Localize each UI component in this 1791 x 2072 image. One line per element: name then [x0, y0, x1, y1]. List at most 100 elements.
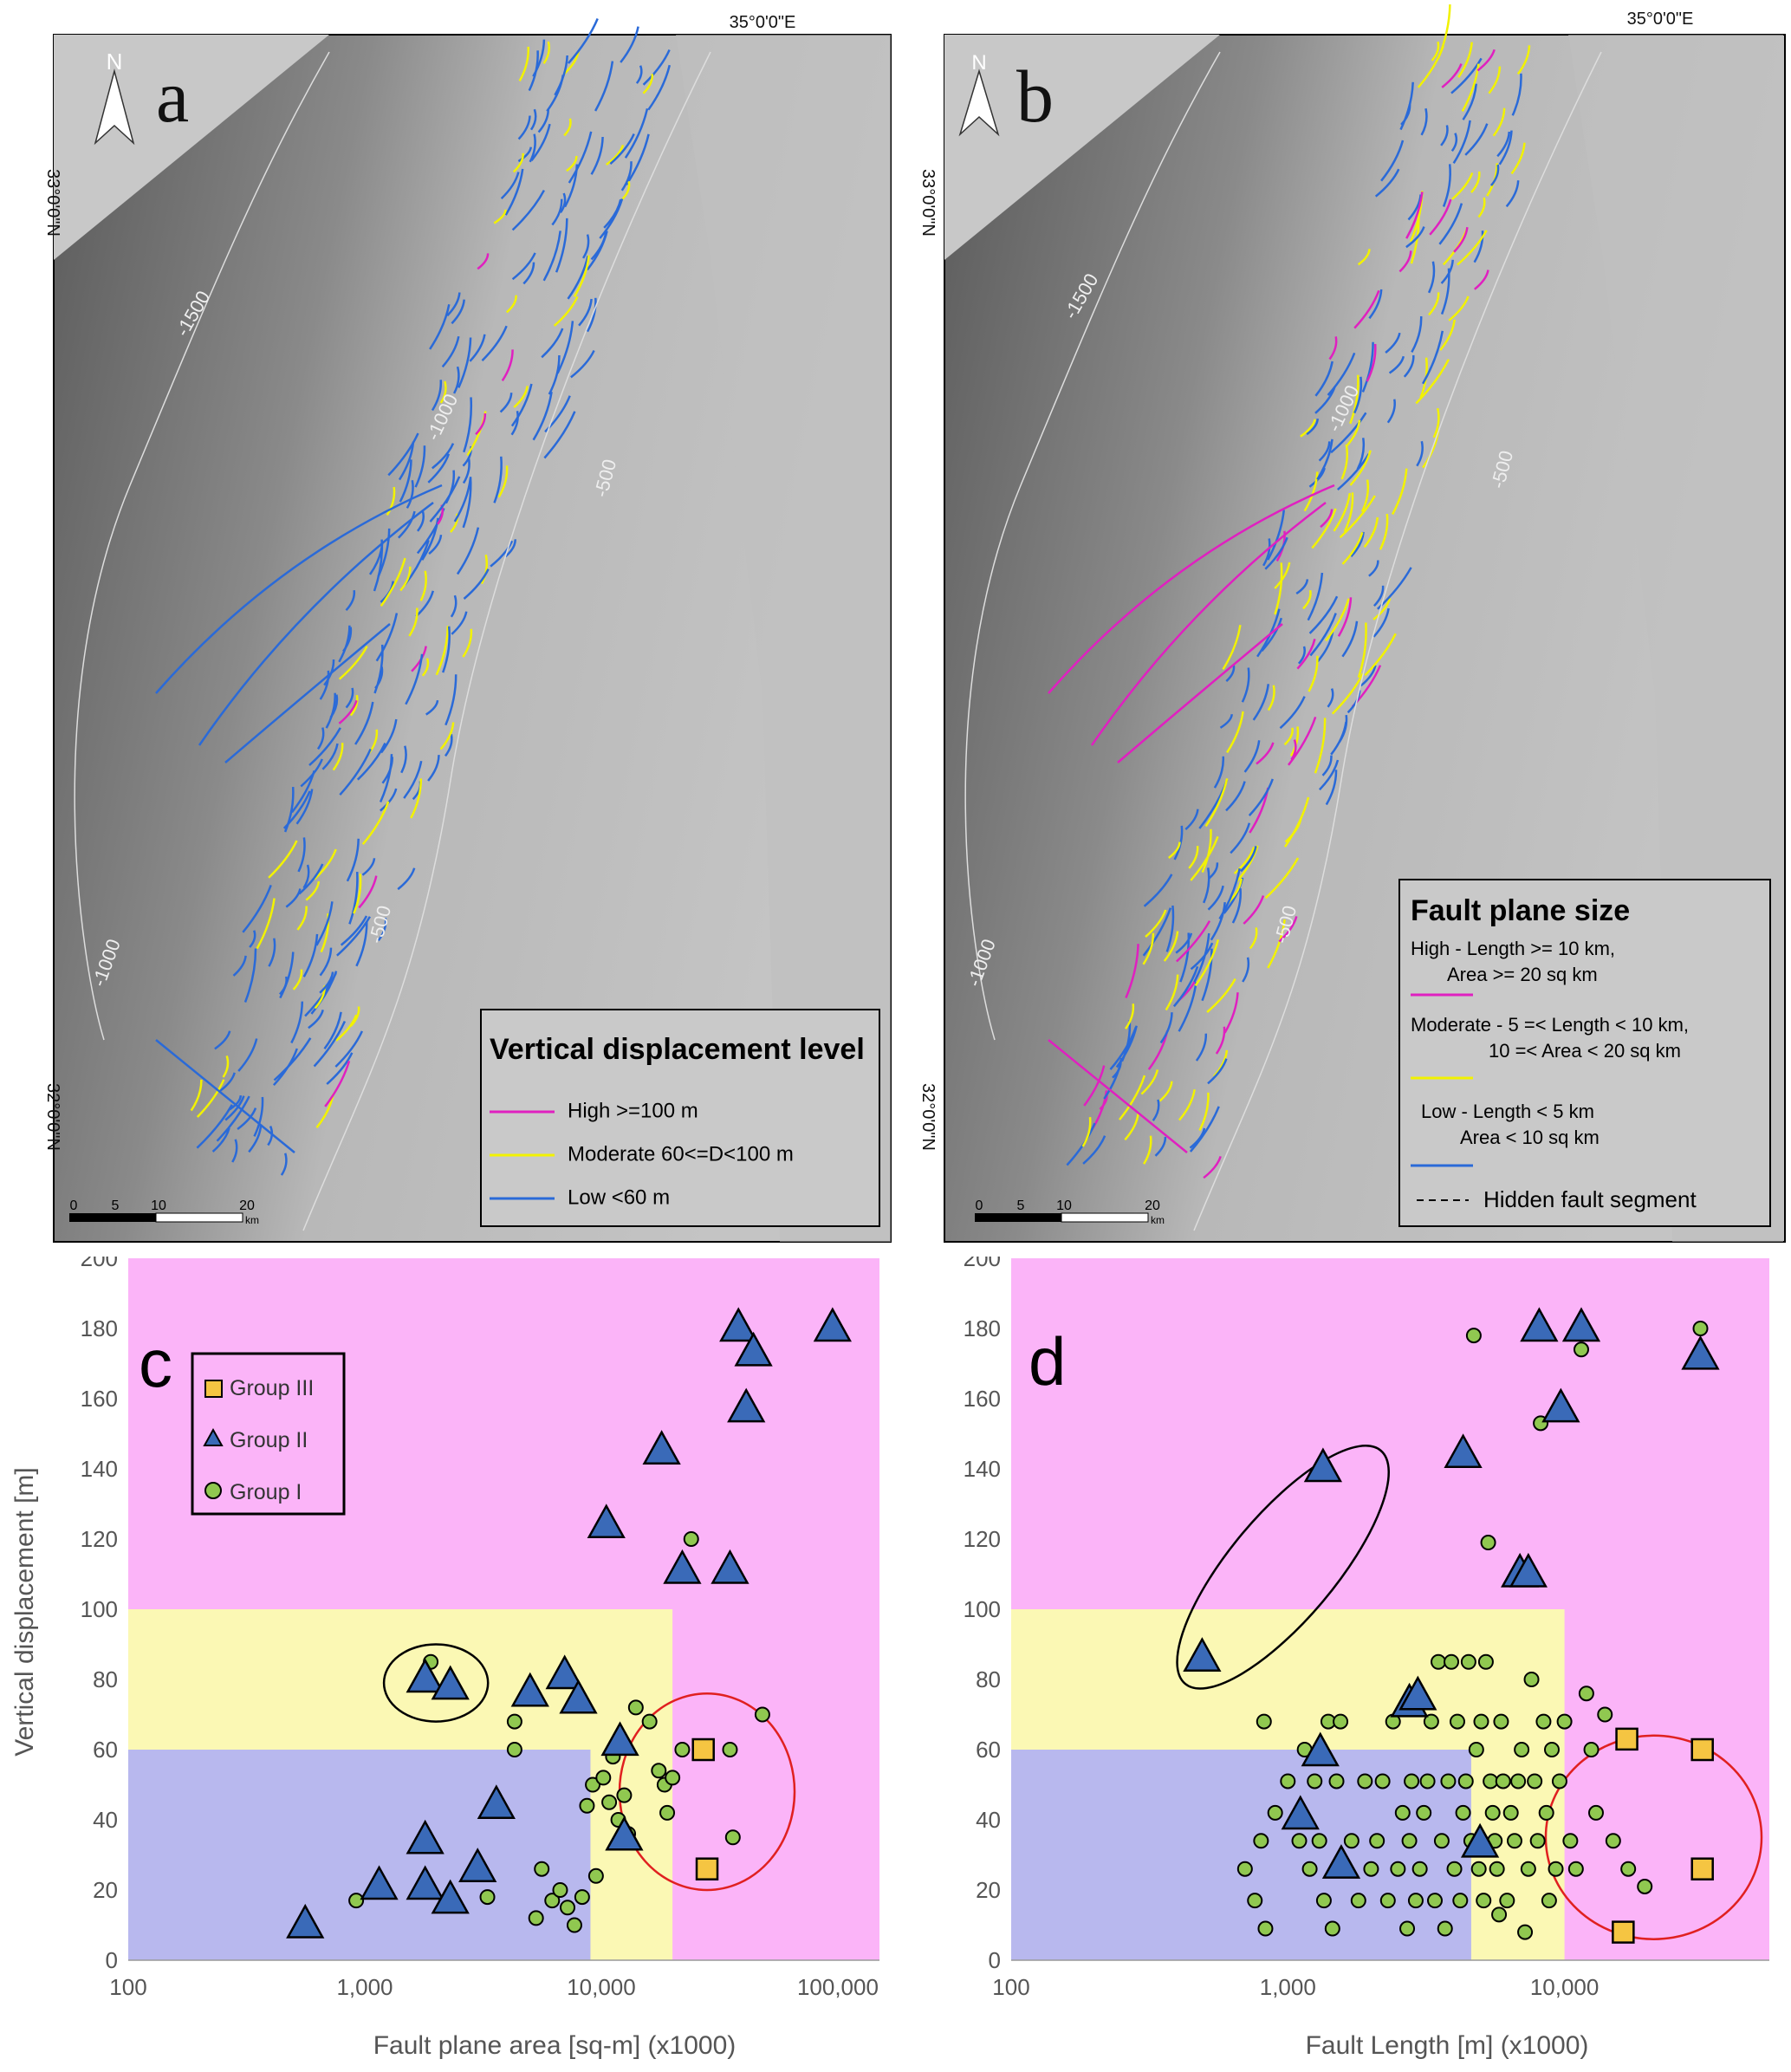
d-point-group-i: [1449, 1713, 1465, 1730]
map-a-panel-letter: a: [156, 55, 189, 138]
fault-line: [578, 298, 593, 327]
d-point-group-i: [1520, 1861, 1536, 1877]
fault-line: [594, 61, 614, 112]
fault-line: [1117, 623, 1283, 763]
c-point-group-i: [560, 1900, 576, 1916]
fault-line: [273, 1037, 312, 1081]
fault-line: [237, 1107, 257, 1131]
fault-line: [1457, 42, 1473, 78]
fault-line: [1241, 667, 1250, 703]
fault-line: [398, 510, 416, 539]
fault-line: [332, 743, 344, 771]
c-point-group-ii: [605, 1815, 644, 1851]
fault-line: [432, 443, 455, 470]
fault-line: [319, 670, 330, 700]
fault-line: [198, 502, 434, 746]
c-point-group-i: [587, 1867, 604, 1884]
fault-line: [1249, 927, 1258, 950]
c-point-group-ii: [431, 1665, 470, 1700]
c-point-group-ii: [642, 1430, 681, 1465]
fault-line: [1083, 1065, 1106, 1107]
fault-line: [305, 880, 321, 901]
fault-line: [1223, 992, 1239, 1034]
fault-line: [1337, 597, 1353, 637]
fault-line: [268, 840, 298, 879]
fault-line: [1300, 419, 1316, 438]
fault-line: [1175, 932, 1193, 954]
d-point-group-i: [1538, 1804, 1554, 1821]
d-point-group-ii: [1281, 1795, 1320, 1830]
fault-line: [480, 554, 489, 585]
fault-line: [1119, 1075, 1146, 1120]
c-point-group-ii: [458, 1848, 497, 1882]
fault-line: [1464, 123, 1489, 156]
fault-line: [361, 858, 376, 876]
fault-line: [302, 864, 310, 889]
fault-line: [380, 718, 398, 754]
fault-line: [1473, 231, 1484, 263]
d-highlight-ellipse: [1176, 1445, 1390, 1690]
fault-line: [1374, 168, 1400, 198]
chart-panel-c: 0 20 40 60 80 100 120 140 160 180 200 100 1,000 10,00…: [0, 1245, 897, 2068]
fault-line: [1380, 140, 1405, 182]
fault-line: [340, 915, 368, 946]
fault-line: [1261, 617, 1283, 652]
fault-line: [1154, 1136, 1167, 1157]
c-x-tick-label: 10,000: [567, 1974, 636, 2000]
d-y-tick-label: 180: [964, 1315, 1001, 1341]
c-point-group-i: [552, 1882, 568, 1898]
d-point-group-i: [1476, 1893, 1492, 1909]
fault-line: [1448, 296, 1470, 322]
fault-line: [329, 694, 339, 718]
fault-line: [314, 848, 337, 880]
d-zone: [1011, 1750, 1471, 1960]
map-a-legend: Vertical displacement level High >=100 m…: [480, 1009, 880, 1227]
c-point-group-ii: [431, 1879, 470, 1914]
c-y-tick-label: 40: [93, 1807, 118, 1833]
svg-text:0: 0: [976, 1198, 983, 1213]
d-point-group-i: [1433, 1833, 1450, 1849]
fault-line: [1206, 978, 1236, 1013]
fault-line: [1432, 407, 1440, 438]
d-point-group-i: [1541, 1893, 1557, 1909]
fault-line: [590, 136, 604, 175]
d-point-group-i: [1489, 1861, 1505, 1877]
fault-line: [1302, 589, 1312, 610]
fault-line: [1368, 560, 1379, 577]
svg-text:km: km: [1151, 1214, 1165, 1226]
fault-line: [1308, 655, 1319, 692]
fault-line: [563, 118, 572, 137]
fault-line: [1385, 332, 1401, 354]
fault-line: [504, 168, 524, 216]
c-point-group-ii: [406, 1658, 445, 1693]
d-point-group-i: [1491, 1906, 1508, 1923]
d-point-group-i: [1379, 1893, 1396, 1909]
c-point-group-i: [659, 1804, 676, 1821]
fault-line: [1233, 846, 1256, 874]
fault-line: [1415, 359, 1450, 405]
map-a-legend-high: High >=100 m: [568, 1099, 698, 1122]
fault-line: [603, 198, 622, 229]
d-point-group-i: [1493, 1713, 1509, 1730]
fault-line: [517, 115, 531, 140]
fault-line: [399, 566, 412, 592]
chart-d-xlabel: Fault Length [m] (x1000): [1306, 2031, 1589, 2060]
fault-line: [475, 413, 487, 436]
fault-line: [405, 653, 424, 705]
d-point-group-i: [1562, 1833, 1579, 1849]
d-y-tick-label: 80: [976, 1666, 1001, 1692]
fault-line: [155, 484, 443, 694]
fault-line: [190, 1079, 203, 1112]
fault-line: [451, 299, 465, 325]
fault-line: [1178, 1088, 1196, 1121]
d-x-tick-label: 1,000: [1260, 1974, 1316, 2000]
fault-line: [566, 155, 578, 172]
svg-text:10: 10: [1056, 1198, 1072, 1213]
c-point-group-ii: [406, 1819, 445, 1854]
fault-line: [431, 380, 443, 412]
fault-line: [1295, 579, 1309, 595]
fault-line: [417, 510, 425, 532]
c-point-group-i: [754, 1706, 770, 1723]
d-point-group-i: [1253, 1833, 1269, 1849]
map-b-legend-moderate-line2: 10 =< Area < 20 sq km: [1489, 1040, 1681, 1062]
